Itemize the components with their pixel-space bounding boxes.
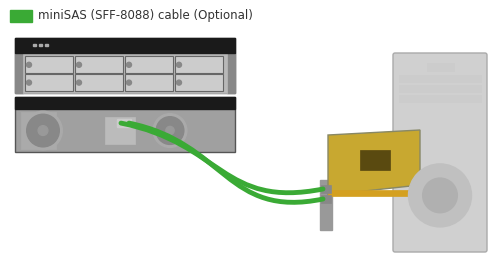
- Bar: [328, 190, 418, 196]
- Circle shape: [27, 114, 59, 147]
- Circle shape: [166, 126, 174, 135]
- FancyBboxPatch shape: [15, 38, 235, 93]
- Circle shape: [423, 178, 457, 213]
- Bar: [426, 63, 454, 71]
- Bar: [105, 117, 135, 144]
- FancyBboxPatch shape: [25, 74, 73, 91]
- Bar: [227, 53, 235, 93]
- Circle shape: [126, 62, 131, 67]
- Bar: [15, 53, 23, 93]
- Bar: [21, 112, 56, 149]
- Circle shape: [77, 80, 82, 85]
- Circle shape: [77, 62, 82, 67]
- Bar: [321, 185, 331, 193]
- Bar: [320, 180, 332, 230]
- Bar: [15, 38, 235, 53]
- Circle shape: [176, 62, 181, 67]
- Bar: [360, 150, 390, 170]
- FancyBboxPatch shape: [125, 56, 173, 73]
- FancyBboxPatch shape: [75, 74, 123, 91]
- Bar: [117, 119, 131, 127]
- Bar: [321, 195, 331, 203]
- Bar: [399, 95, 481, 102]
- FancyBboxPatch shape: [25, 56, 73, 73]
- Bar: [23, 53, 227, 93]
- FancyBboxPatch shape: [393, 53, 487, 252]
- Bar: [39, 44, 42, 46]
- Circle shape: [24, 111, 62, 150]
- Bar: [399, 85, 481, 92]
- FancyBboxPatch shape: [175, 56, 223, 73]
- Circle shape: [408, 164, 472, 227]
- Bar: [10, 10, 32, 22]
- Text: miniSAS (SFF-8088) cable (Optional): miniSAS (SFF-8088) cable (Optional): [38, 9, 253, 22]
- FancyBboxPatch shape: [175, 74, 223, 91]
- Polygon shape: [328, 130, 420, 195]
- Circle shape: [176, 80, 181, 85]
- Circle shape: [126, 80, 131, 85]
- FancyBboxPatch shape: [15, 97, 235, 152]
- Circle shape: [38, 126, 48, 136]
- Circle shape: [26, 62, 31, 67]
- FancyBboxPatch shape: [125, 74, 173, 91]
- Bar: [15, 97, 235, 109]
- Bar: [399, 75, 481, 82]
- FancyBboxPatch shape: [75, 56, 123, 73]
- Bar: [33, 44, 36, 46]
- Circle shape: [156, 117, 184, 144]
- Bar: [45, 44, 48, 46]
- Circle shape: [26, 80, 31, 85]
- Circle shape: [153, 114, 187, 147]
